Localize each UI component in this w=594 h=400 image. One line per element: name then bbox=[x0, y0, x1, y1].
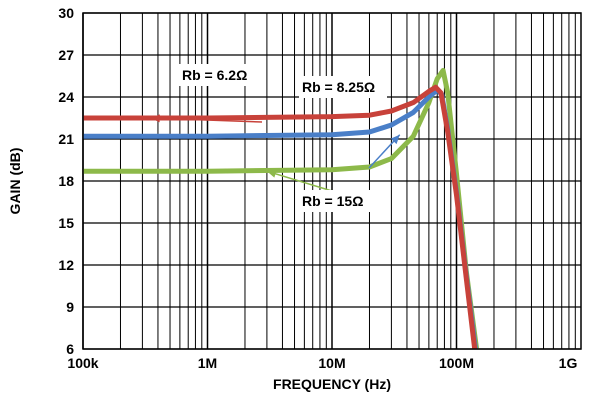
annotation-arrowhead bbox=[390, 134, 400, 145]
y-tick-label: 24 bbox=[58, 89, 74, 105]
y-tick-label: 9 bbox=[66, 299, 74, 315]
series-group bbox=[83, 67, 480, 350]
y-tick-label: 12 bbox=[58, 257, 74, 273]
y-axis-label: GAIN (dB) bbox=[7, 148, 23, 215]
annotation-arrowhead bbox=[150, 114, 160, 123]
x-tick-label: 1M bbox=[198, 355, 217, 371]
x-tick-labels: 100k 1M 10M 100M 1G bbox=[67, 355, 577, 371]
y-tick-label: 18 bbox=[58, 173, 74, 189]
y-tick-label: 27 bbox=[58, 47, 74, 63]
y-tick-label: 15 bbox=[58, 215, 74, 231]
series-line bbox=[83, 67, 480, 350]
annotation-label: Rb = 8.25Ω bbox=[302, 79, 375, 95]
annotation-label-background bbox=[179, 64, 259, 86]
series-line bbox=[83, 84, 478, 350]
x-tick-label: 10M bbox=[318, 355, 345, 371]
y-tick-label: 6 bbox=[66, 341, 74, 357]
x-tick-label: 100k bbox=[67, 355, 98, 371]
x-axis-label: FREQUENCY (Hz) bbox=[273, 376, 391, 392]
y-tick-label: 30 bbox=[58, 5, 74, 21]
annotation-leader bbox=[150, 117, 263, 123]
annotation-label-background bbox=[299, 76, 387, 98]
annotation-label: Rb = 6.2Ω bbox=[182, 67, 247, 83]
annotation-label-background bbox=[299, 190, 371, 212]
annotation-leader bbox=[266, 170, 333, 192]
y-tick-labels: 6 9 12 15 18 21 24 27 30 bbox=[58, 5, 74, 357]
annotation-label: Rb = 15Ω bbox=[302, 193, 363, 209]
annotations: Rb = 6.2Ω Rb = 8.25Ω Rb = 15Ω bbox=[150, 64, 401, 212]
annotation-arrowhead bbox=[266, 169, 277, 178]
x-tick-label: 100M bbox=[439, 355, 474, 371]
grid bbox=[82, 12, 581, 350]
y-tick-label: 21 bbox=[58, 131, 74, 147]
x-tick-label: 1G bbox=[559, 355, 578, 371]
plot-frame bbox=[82, 12, 582, 350]
